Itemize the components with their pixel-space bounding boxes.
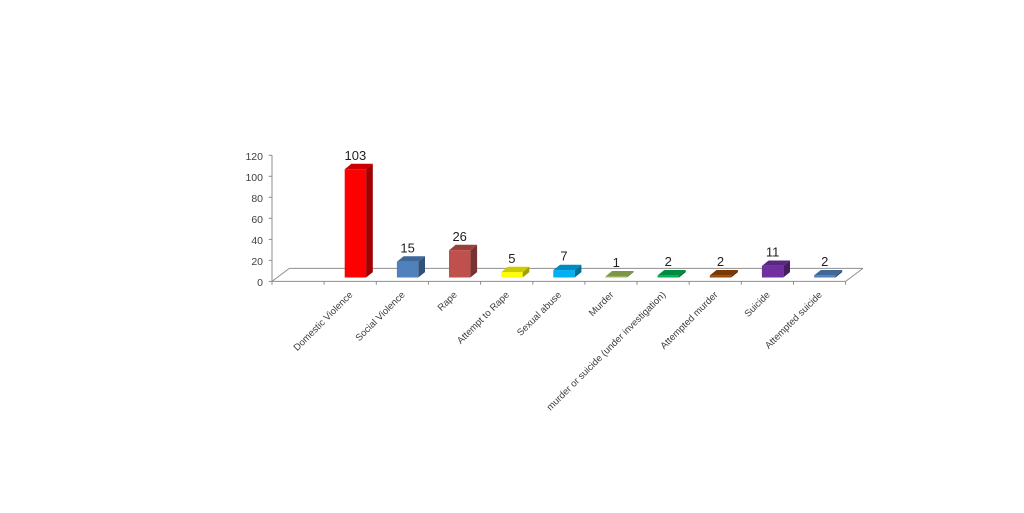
svg-text:7: 7 [560,249,567,264]
svg-text:2: 2 [665,254,672,269]
svg-text:120: 120 [245,151,263,163]
svg-text:11: 11 [766,245,780,260]
svg-text:80: 80 [251,193,263,205]
svg-text:60: 60 [251,214,263,226]
svg-text:20: 20 [251,256,263,268]
svg-text:40: 40 [251,235,263,247]
svg-text:1: 1 [613,255,620,270]
svg-text:15: 15 [400,240,414,255]
svg-text:26: 26 [452,229,466,244]
svg-text:5: 5 [508,251,515,266]
svg-text:2: 2 [821,254,828,269]
svg-text:2: 2 [717,254,724,269]
svg-text:103: 103 [345,148,367,163]
svg-text:0: 0 [257,277,263,289]
svg-text:100: 100 [245,172,263,184]
